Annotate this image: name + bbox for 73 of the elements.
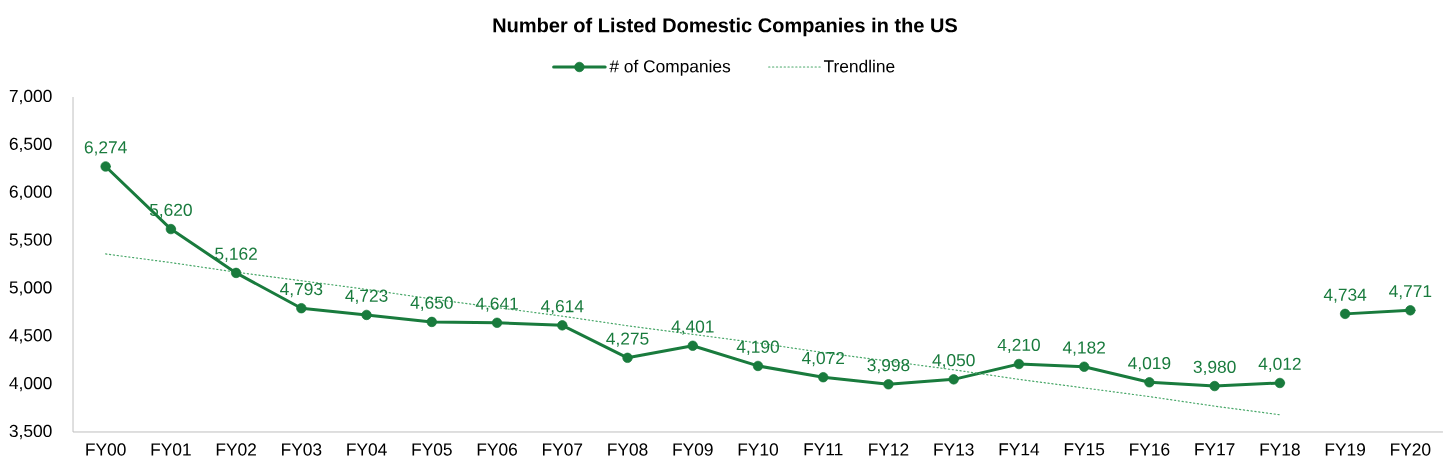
data-label: 4,793 [280, 282, 323, 298]
x-tick-label: FY06 [477, 443, 518, 456]
point [1339, 308, 1351, 320]
point [948, 374, 959, 385]
legend-label: # of Companies [609, 59, 731, 76]
x-tick-label: FY14 [999, 443, 1040, 456]
data-label: 4,275 [606, 332, 649, 347]
data-label: 4,401 [671, 320, 714, 335]
x-tick-label: FY08 [608, 443, 648, 456]
data-label: 4,012 [1258, 357, 1301, 372]
y-tick-label: 7,000 [9, 89, 52, 105]
data-label: 6,274 [84, 141, 127, 156]
x-tick-label: FY15 [1064, 443, 1105, 456]
y-tick-label: 6,500 [9, 137, 52, 153]
x-tick-label: FY04 [347, 443, 387, 456]
data-label: 4,641 [475, 297, 518, 312]
data-label: 4,190 [736, 340, 779, 355]
point [687, 340, 698, 351]
data-label: 4,734 [1323, 288, 1367, 303]
y-tick-label: 3,500 [9, 424, 52, 440]
point [1013, 358, 1025, 370]
point [752, 360, 764, 372]
x-tick-label: FY17 [1195, 443, 1235, 456]
x-tick-label: FY00 [86, 443, 126, 456]
data-label: 5,162 [215, 247, 257, 262]
x-tick-label: FY10 [738, 443, 779, 456]
data-label: 4,072 [801, 351, 845, 367]
y-tick-label: 6,000 [9, 185, 52, 200]
x-tick-label: FY19 [1325, 443, 1366, 456]
data-label: 3,980 [1193, 360, 1236, 376]
point [622, 352, 633, 363]
data-label: 4,019 [1128, 356, 1171, 372]
x-tick-label: FY12 [869, 443, 909, 456]
x-tick-label: FY13 [934, 443, 974, 456]
x-tick-label: FY07 [542, 443, 583, 456]
point [296, 303, 307, 314]
y-tick-label: 5,000 [9, 281, 52, 296]
x-tick-label: FY09 [673, 443, 713, 456]
x-tick-label: FY02 [216, 443, 256, 456]
data-label: 4,050 [932, 354, 975, 369]
point [1209, 380, 1220, 392]
data-label: 4,650 [410, 296, 453, 311]
point [426, 316, 437, 328]
data-label: 4,210 [997, 338, 1040, 354]
point [230, 267, 242, 279]
legend-label: Trendline [823, 59, 895, 73]
x-tick-label: FY16 [1130, 443, 1170, 456]
x-tick-label: FY18 [1260, 443, 1300, 456]
point [1405, 305, 1416, 316]
point [491, 317, 503, 328]
data-label: 4,723 [345, 289, 388, 304]
point [883, 379, 894, 390]
y-tick-label: 5,500 [9, 233, 52, 248]
point [100, 161, 111, 172]
point [1274, 377, 1286, 389]
data-label: 4,182 [1062, 341, 1105, 356]
point [361, 309, 372, 321]
point [1079, 361, 1090, 372]
data-label: 4,771 [1389, 285, 1432, 300]
x-tick-label: FY03 [282, 443, 322, 456]
x-tick-label: FY01 [151, 443, 191, 456]
x-tick-label: FY05 [412, 443, 452, 456]
data-label: 4,614 [540, 300, 584, 315]
x-tick-label: FY11 [804, 443, 843, 456]
point [818, 372, 829, 383]
chart-title: Number of Listed Domestic Companies in the US [493, 17, 957, 37]
x-tick-label: FY20 [1391, 443, 1431, 456]
y-tick-label: 4,000 [9, 376, 52, 392]
point [165, 223, 177, 235]
data-label: 3,998 [867, 358, 910, 374]
point [557, 320, 568, 331]
point [1144, 377, 1155, 388]
y-tick-label: 4,500 [9, 329, 52, 344]
